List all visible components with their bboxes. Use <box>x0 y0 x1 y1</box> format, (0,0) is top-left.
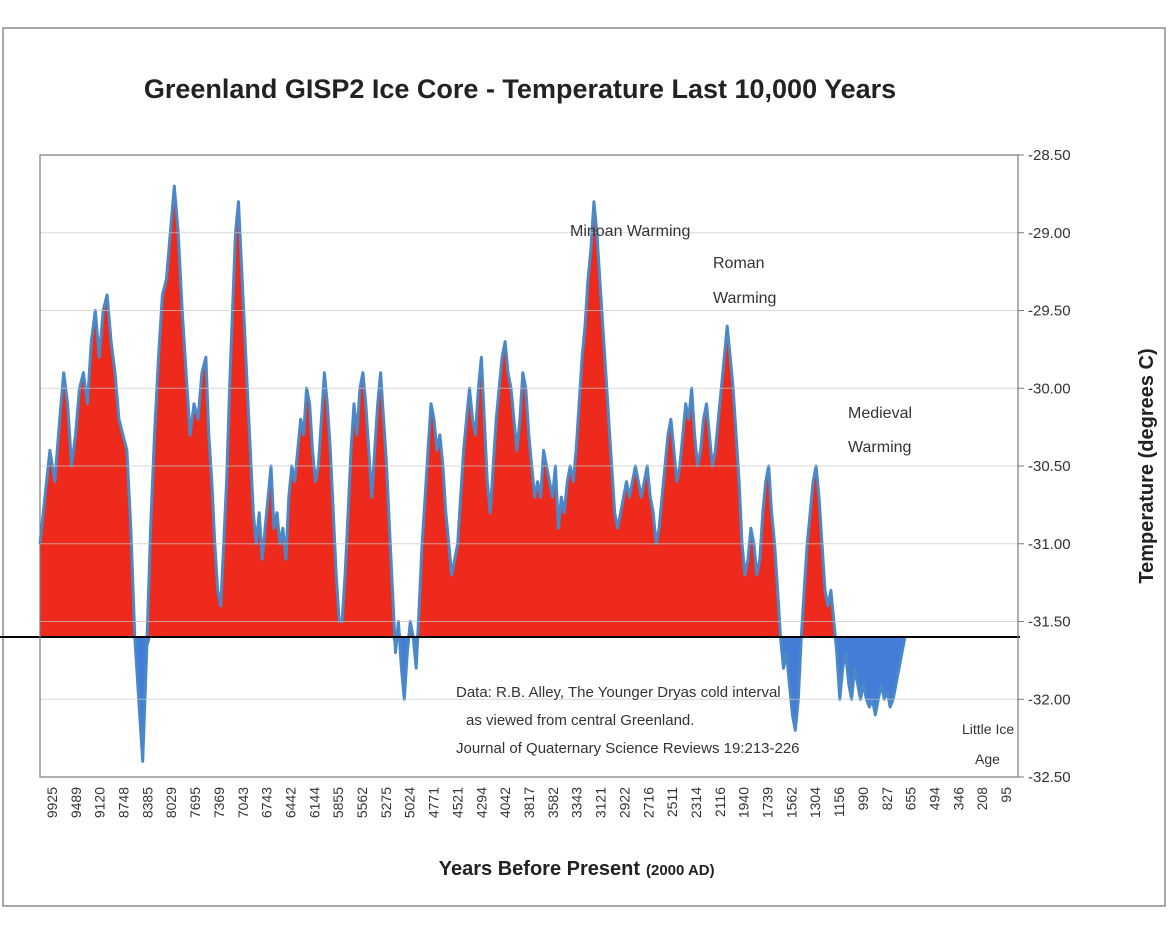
y-gridlines <box>40 154 1024 778</box>
y-tick-label: -29.00 <box>1028 225 1071 242</box>
x-tick-label: 5024 <box>402 787 418 818</box>
x-tick-label: 1562 <box>783 787 799 818</box>
x-tick-label: 6743 <box>259 787 275 818</box>
y-tick-label: -32.00 <box>1028 691 1071 708</box>
y-tick-label: -32.50 <box>1028 769 1071 786</box>
x-tick-label: 5562 <box>354 787 370 818</box>
x-tick-label: 5275 <box>378 787 394 818</box>
y-tick-label: -31.50 <box>1028 614 1071 631</box>
temperature-line <box>38 184 907 763</box>
x-tick-label: 7043 <box>235 787 251 818</box>
annotation-roman-line2: Warming <box>713 290 776 307</box>
x-tick-label: 6442 <box>283 787 299 818</box>
x-tick-label: 990 <box>855 787 871 811</box>
annotation-little-ice-line2: Age <box>975 751 1000 767</box>
x-axis-label: Years Before Present <box>439 858 641 880</box>
annotation-roman-line1: Roman <box>713 255 765 272</box>
x-tick-label: 7369 <box>211 787 227 818</box>
x-tick-label: 8385 <box>139 787 155 818</box>
figure-border <box>2 27 1166 907</box>
y-tick-label: -29.50 <box>1028 303 1071 320</box>
x-tick-label: 655 <box>903 787 919 811</box>
area-above-baseline <box>40 186 905 638</box>
y-axis-label: Temperature (degrees C) <box>1136 348 1158 583</box>
plot-area <box>0 184 1020 763</box>
plot-frame <box>39 154 1019 778</box>
x-tick-label: 827 <box>879 787 895 811</box>
x-tick-label: 9489 <box>68 787 84 818</box>
x-tick-label: 346 <box>950 787 966 811</box>
annotation-source-line3: Journal of Quaternary Science Reviews 19… <box>456 740 800 757</box>
x-axis-label-suffix: (2000 AD) <box>646 862 715 879</box>
annotation-source-line1: Data: R.B. Alley, The Younger Dryas cold… <box>456 684 781 701</box>
y-tick-label: -31.00 <box>1028 536 1071 553</box>
y-tick-label: -28.50 <box>1028 147 1071 164</box>
x-tick-label: 1304 <box>807 787 823 818</box>
annotation-medieval-line2: Warming <box>848 439 911 456</box>
y-tick-label: -30.00 <box>1028 380 1071 397</box>
x-tick-label: 6144 <box>306 787 322 818</box>
x-tick-label: 2116 <box>712 787 728 817</box>
annotation-source-line2: as viewed from central Greenland. <box>466 712 694 729</box>
x-tick-label: 4294 <box>473 787 489 818</box>
chart-title: Greenland GISP2 Ice Core - Temperature L… <box>144 74 896 104</box>
x-tick-label: 2716 <box>640 787 656 818</box>
x-tick-label: 2922 <box>616 787 632 818</box>
x-tick-labels: 9925 9489 9120 8748 8385 8029 7695 7369 7043 6743… <box>44 787 1014 818</box>
annotation-medieval-line1: Medieval <box>848 405 912 422</box>
y-tick-label: -30.50 <box>1028 458 1071 475</box>
x-tick-label: 2314 <box>688 787 704 818</box>
x-tick-label: 95 <box>998 787 1014 803</box>
x-tick-label: 3817 <box>521 787 537 818</box>
x-tick-label: 1739 <box>760 787 776 818</box>
x-tick-label: 5855 <box>330 787 346 818</box>
x-tick-label: 494 <box>927 787 943 811</box>
x-tick-label: 1940 <box>736 787 752 818</box>
y-tick-labels: -28.50 -29.00 -29.50 -30.00 -30.50 -31.00 -31.… <box>1028 147 1071 786</box>
x-tick-label: 8029 <box>163 787 179 818</box>
x-tick-label: 1156 <box>831 787 847 817</box>
x-tick-label: 3582 <box>545 787 561 818</box>
x-tick-label: 8748 <box>116 787 132 818</box>
x-tick-label: 208 <box>974 787 990 811</box>
x-tick-label: 3121 <box>593 787 609 818</box>
x-tick-label: 4042 <box>497 787 513 818</box>
x-tick-label: 3343 <box>569 787 585 818</box>
x-tick-label: 9925 <box>44 787 60 818</box>
x-tick-label: 4521 <box>449 787 465 818</box>
x-tick-label: 9120 <box>92 787 108 818</box>
x-tick-label: 4771 <box>426 787 442 818</box>
x-tick-label: 2511 <box>664 787 680 817</box>
annotation-little-ice-line1: Little Ice <box>962 721 1014 737</box>
x-tick-label: 7695 <box>187 787 203 818</box>
annotation-minoan: Minoan Warming <box>570 223 690 240</box>
